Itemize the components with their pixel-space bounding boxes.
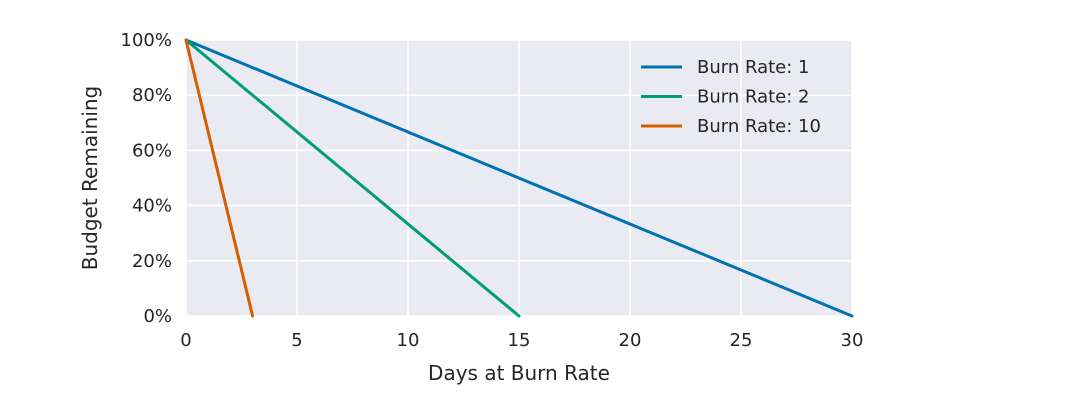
y-axis-label: Budget Remaining (78, 86, 102, 271)
y-tick-label: 20% (132, 251, 172, 272)
y-tick-label: 40% (132, 196, 172, 217)
legend: Burn Rate: 1 Burn Rate: 2 Burn Rate: 10 (641, 57, 821, 137)
x-axis-label: Days at Burn Rate (428, 361, 610, 385)
x-tick-label: 25 (730, 330, 753, 351)
series-lines (184, 38, 854, 318)
legend-label-1: Burn Rate: 1 (697, 57, 809, 78)
x-tick-label: 10 (397, 330, 420, 351)
x-tick-label: 30 (841, 330, 864, 351)
y-tick-label: 80% (132, 85, 172, 106)
grid-lines (185, 39, 853, 317)
series-line-3 (184, 38, 255, 318)
x-tick-label: 15 (508, 330, 531, 351)
y-tick-labels: 0% 20% 40% 60% 80% 100% (121, 30, 172, 327)
legend-label-3: Burn Rate: 10 (697, 116, 821, 137)
y-tick-label: 60% (132, 140, 172, 161)
y-tick-label: 0% (143, 306, 172, 327)
x-tick-labels: 0 5 10 15 20 25 30 (180, 330, 863, 351)
x-tick-label: 20 (619, 330, 642, 351)
x-tick-label: 0 (180, 330, 191, 351)
series-line-1 (184, 38, 854, 318)
x-tick-label: 5 (291, 330, 302, 351)
series-line-2 (184, 38, 521, 318)
y-tick-label: 100% (121, 30, 172, 51)
legend-label-2: Burn Rate: 2 (697, 87, 809, 108)
